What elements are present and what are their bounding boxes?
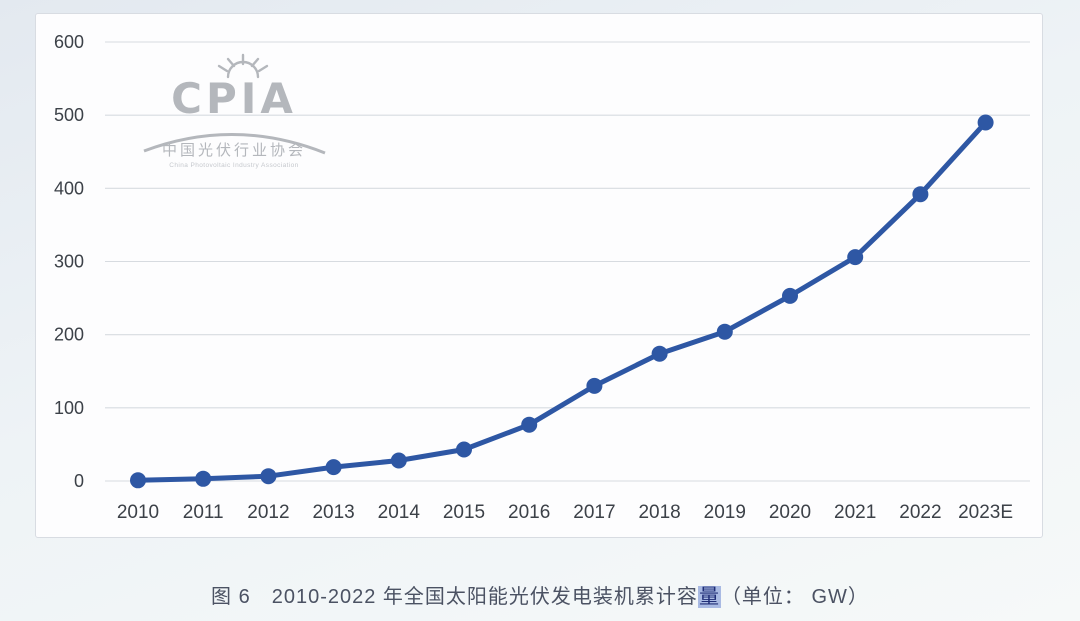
caption-suffix: （单位： GW） xyxy=(720,586,869,608)
data-point: 2015: 43 GW xyxy=(456,441,472,458)
data-point: 2012: 6.5 GW xyxy=(260,468,277,485)
data-point: 2019: 204 GW xyxy=(716,323,733,340)
data-point: 2014: 28 GW xyxy=(390,452,407,469)
data-point: 2018: 174 GW xyxy=(651,345,668,362)
x-tick-label: 2017 xyxy=(573,502,615,523)
data-point: 2020: 253 GW xyxy=(782,287,798,304)
x-tick-label: 2020 xyxy=(769,502,811,523)
x-tick-label: 2016 xyxy=(508,502,550,523)
x-tick-label: 2022 xyxy=(899,502,941,523)
x-tick-label: 2012 xyxy=(247,502,289,523)
data-point: 2016: 77 GW xyxy=(521,416,538,433)
x-tick-label: 2019 xyxy=(704,502,746,523)
data-point: 2013: 19 GW xyxy=(325,459,342,476)
x-tick-label: 2015 xyxy=(443,502,485,523)
y-tick-label: 200 xyxy=(54,325,84,345)
logo-org-name-en: China Photovoltaic Industry Association xyxy=(169,162,298,169)
y-tick-label: 300 xyxy=(54,252,84,272)
caption-prefix: 图 6 2010-2022 年全国太阳能光伏发电装机累计容 xyxy=(211,586,698,608)
x-tick-label: 2018 xyxy=(638,502,680,523)
x-tick-label: 2023E xyxy=(958,502,1013,523)
x-tick-label: 2021 xyxy=(834,502,876,523)
x-tick-label: 2013 xyxy=(312,502,354,523)
y-tick-label: 500 xyxy=(54,105,84,125)
y-tick-label: 600 xyxy=(54,32,84,52)
data-point: 2021: 306 GW xyxy=(847,249,864,266)
logo-swoosh-arc xyxy=(143,133,326,155)
sunburst-icon xyxy=(217,53,269,79)
data-point: 2011: 3 GW xyxy=(195,470,212,487)
x-tick-label: 2010 xyxy=(117,502,159,523)
cpia-logo-watermark: CPIA 中国光伏行业协会 China Photovoltaic Industry … xyxy=(143,53,326,169)
data-point: 2010: 0.9 GW xyxy=(130,472,146,489)
logo-org-name-cn: 中国光伏行业协会 xyxy=(162,142,306,159)
x-tick-label: 2011 xyxy=(183,502,224,523)
data-point: 2023E: 490 GW xyxy=(977,114,994,131)
y-tick-label: 0 xyxy=(74,471,84,491)
y-tick-label: 100 xyxy=(54,398,84,418)
y-tick-label: 400 xyxy=(54,178,84,198)
chart-svg: 0 100 200 300 400 500 600 CPIA 中国光伏行业协会 China Pho… xyxy=(54,32,1030,523)
logo-brand-text: CPIA xyxy=(171,74,297,123)
data-point: 2022: 392 GW xyxy=(912,186,929,203)
x-tick-label: 2014 xyxy=(378,502,421,523)
series-line xyxy=(135,120,989,483)
data-point: 2017: 130 GW xyxy=(586,377,603,394)
chart-panel: 0 100 200 300 400 500 600 CPIA 中国光伏行业协会 China Pho… xyxy=(35,13,1043,538)
figure-caption: 图 6 2010-2022 年全国太阳能光伏发电装机累计容量（单位： GW） xyxy=(0,580,1080,609)
caption-highlighted-char: 量 xyxy=(697,586,721,608)
